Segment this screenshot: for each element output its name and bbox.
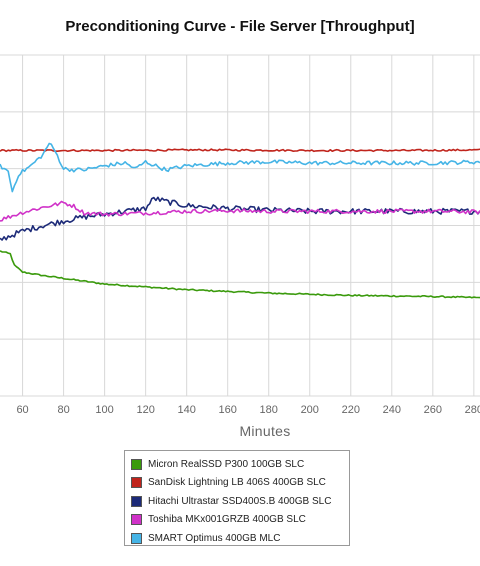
legend-label: Micron RealSSD P300 100GB SLC: [148, 458, 305, 470]
x-axis-label: Minutes: [239, 423, 291, 439]
legend-swatch: [131, 495, 142, 507]
legend-label: SanDisk Lightning LB 406S 400GB SLC: [148, 477, 326, 489]
legend-item: SMART Optimus 400GB MLC: [131, 529, 349, 548]
grid-lines: [0, 54, 480, 397]
legend-label: SMART Optimus 400GB MLC: [148, 532, 281, 544]
x-tick-label: 100: [95, 404, 113, 416]
legend-item: SanDisk Lightning LB 406S 400GB SLC: [131, 474, 349, 493]
x-tick-label: 200: [301, 404, 319, 416]
x-tick-label: 160: [219, 404, 237, 416]
legend-item: Hitachi Ultrastar SSD400S.B 400GB SLC: [131, 492, 349, 511]
x-tick-labels: 60 80 100 120 140 160 180 200 220 240 260 280: [16, 404, 480, 416]
x-tick-label: 120: [136, 404, 154, 416]
x-tick-label: 240: [383, 404, 401, 416]
legend-label: Hitachi Ultrastar SSD400S.B 400GB SLC: [148, 495, 332, 507]
series-lines: [0, 142, 480, 299]
legend-swatch: [131, 458, 142, 470]
x-tick-label: 80: [57, 404, 69, 416]
legend: Micron RealSSD P300 100GB SLC SanDisk Lig…: [124, 450, 350, 546]
legend-swatch: [131, 532, 142, 544]
legend-item: Micron RealSSD P300 100GB SLC: [131, 455, 349, 474]
series-line-2: [0, 148, 480, 153]
series-line-3: [0, 196, 480, 241]
x-tick-label: 60: [16, 404, 28, 416]
legend-swatch: [131, 514, 142, 526]
x-tick-label: 220: [342, 404, 360, 416]
legend-label: Toshiba MKx001GRZB 400GB SLC: [148, 514, 306, 526]
plot-area: 60 80 100 120 140 160 180 200 220 240 260 280: [0, 54, 480, 416]
series-line-4: [0, 200, 480, 222]
legend-swatch: [131, 477, 142, 489]
series-line-5: [0, 142, 480, 193]
x-tick-label: 140: [177, 404, 195, 416]
chart-title: Preconditioning Curve - File Server [Thr…: [65, 18, 415, 35]
x-tick-label: 180: [260, 404, 278, 416]
x-tick-label: 280: [465, 404, 480, 416]
x-tick-label: 260: [424, 404, 442, 416]
series-line-1: [0, 250, 480, 299]
legend-item: Toshiba MKx001GRZB 400GB SLC: [131, 511, 349, 530]
